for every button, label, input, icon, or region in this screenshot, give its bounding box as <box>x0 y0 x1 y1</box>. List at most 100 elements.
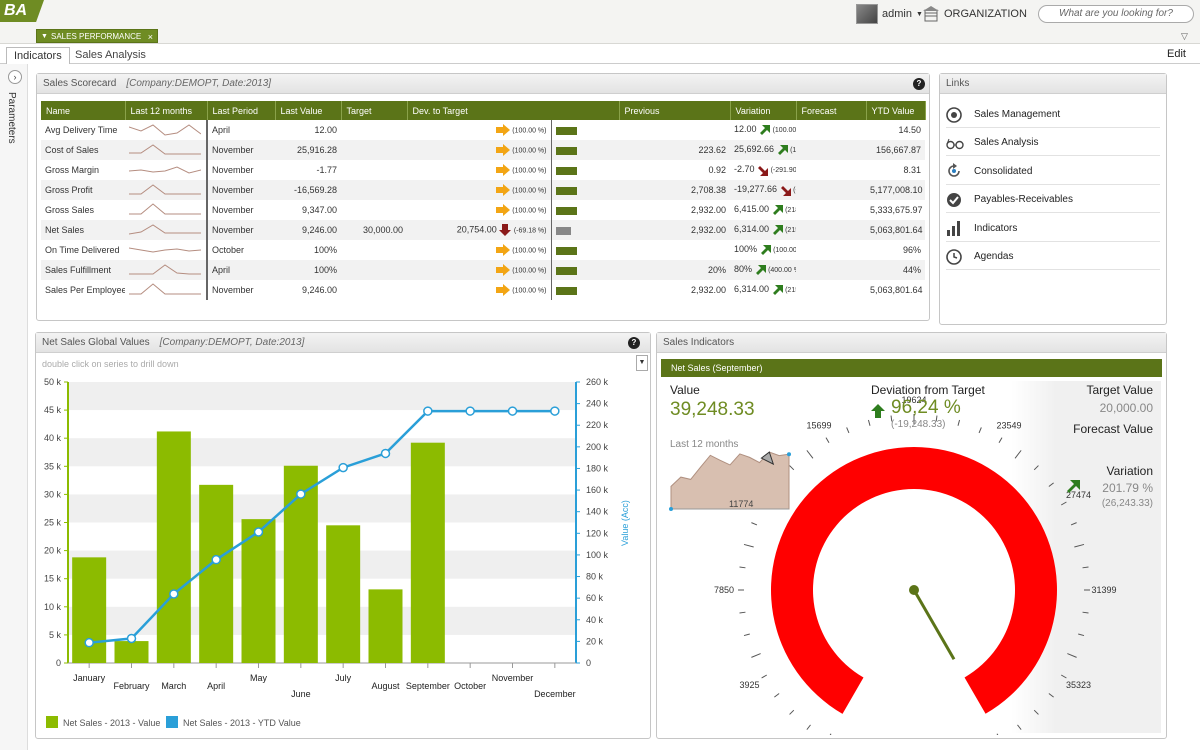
ytd-point[interactable] <box>550 406 560 416</box>
row-sparkline <box>125 220 208 240</box>
right-tick-label: 100 k <box>586 550 609 560</box>
bar-march[interactable] <box>156 431 191 663</box>
column-header[interactable]: Previous <box>619 101 731 120</box>
column-header[interactable]: Variation <box>730 101 797 120</box>
legend-label[interactable]: Net Sales - 2013 - Value <box>63 718 160 728</box>
row-last-period: November <box>207 140 275 160</box>
link-consolidated[interactable]: Consolidated <box>946 159 1160 185</box>
legend-label[interactable]: Net Sales - 2013 - YTD Value <box>183 718 301 728</box>
bar-august[interactable] <box>368 589 403 663</box>
clock-icon <box>946 248 964 265</box>
ytd-point[interactable] <box>380 448 391 459</box>
column-header[interactable]: Last Value <box>275 101 342 120</box>
arrow-down-right-icon <box>780 185 791 196</box>
row-name: Gross Sales <box>45 205 95 215</box>
bar-april[interactable] <box>199 484 234 663</box>
ytd-point[interactable] <box>253 527 264 537</box>
ytd-line[interactable] <box>89 409 555 644</box>
x-tick-label: April <box>207 681 225 691</box>
right-tick-label: 0 <box>586 658 591 668</box>
edit-button[interactable]: Edit <box>1167 48 1186 60</box>
ytd-point[interactable] <box>126 633 137 644</box>
column-header[interactable]: Dev. to Target <box>407 101 620 120</box>
chevron-right-icon[interactable]: › <box>8 70 22 84</box>
organization-button[interactable]: ORGANIZATION <box>922 6 1027 22</box>
net-sales-chart[interactable]: 0 5 k 10 k 15 k 20 k 25 k 30 k 35 k 40 k 45 k 50 k… <box>36 373 650 738</box>
link-agendas[interactable]: Agendas <box>946 244 1160 270</box>
parameters-label[interactable]: Parameters <box>6 92 17 144</box>
link-payables-receivables[interactable]: Payables-Receivables <box>946 187 1160 214</box>
ytd-point[interactable] <box>465 406 475 416</box>
bar-july[interactable] <box>326 525 361 663</box>
link-sales-analysis[interactable]: Sales Analysis <box>946 130 1160 157</box>
table-row[interactable]: On Time Delivered October 100% (100.00 %) 1… <box>41 240 925 260</box>
table-row[interactable]: Cost of Sales November 25,916.28 (100.00 %… <box>41 140 926 160</box>
tab-indicators[interactable]: Indicators <box>6 47 70 64</box>
table-row[interactable]: Gross Margin November -1.77 (100.00 %) 0.92… <box>41 160 925 180</box>
sales-scorecard-panel: Sales Scorecard [Company:DEMOPT, Date:201… <box>36 73 930 321</box>
table-row[interactable]: Avg Delivery Time April 12.00 (100.00 %) 12… <box>41 120 925 140</box>
ytd-point[interactable] <box>423 406 433 416</box>
table-row[interactable]: Gross Sales November 9,347.00 (100.00 %) 2,… <box>41 200 925 220</box>
column-header[interactable]: Last 12 months <box>125 101 208 120</box>
right-tick-label: 140 k <box>586 507 609 517</box>
ytd-point[interactable] <box>211 554 221 565</box>
column-header[interactable]: Target <box>341 101 408 120</box>
search-input[interactable]: What are you looking for? <box>1038 5 1194 23</box>
row-target <box>341 280 407 300</box>
organization-label: ORGANIZATION <box>944 8 1027 20</box>
row-forecast <box>796 280 866 300</box>
column-header[interactable]: Name <box>41 101 126 120</box>
help-icon[interactable]: ? <box>628 337 640 349</box>
link-sales-management[interactable]: Sales Management <box>946 102 1160 128</box>
row-deviation-bar <box>550 220 620 240</box>
bar-february[interactable] <box>114 641 149 663</box>
deviation-label: Deviation from Target <box>871 383 985 397</box>
row-forecast <box>796 180 867 200</box>
left-tick-label: 15 k <box>44 574 62 584</box>
row-deviation-pct: (100.00 %) <box>512 127 547 135</box>
row-previous: 20% <box>619 260 731 280</box>
help-icon[interactable]: ? <box>913 78 925 90</box>
tab-menu-icon[interactable]: ▼ <box>41 33 48 40</box>
ytd-point[interactable] <box>169 589 179 599</box>
ytd-point[interactable] <box>507 406 518 416</box>
row-last-value: 9,246.00 <box>275 220 341 240</box>
row-name: Gross Profit <box>41 180 125 200</box>
document-tab[interactable]: ▼ SALES PERFORMANCE × <box>36 29 158 43</box>
row-last-value: 100% <box>275 260 341 280</box>
link-indicators[interactable]: Indicators <box>946 216 1160 242</box>
table-row[interactable]: Net Sales November 9,246.00 30,000.00 20,754… <box>41 220 926 240</box>
left-tick-label: 5 k <box>49 630 62 640</box>
x-tick-label: July <box>335 673 352 683</box>
column-header[interactable]: Forecast <box>796 101 867 120</box>
ytd-point[interactable] <box>296 489 306 499</box>
column-header[interactable]: YTD Value <box>866 101 926 120</box>
table-row[interactable]: Gross Profit November -16,569.28 (100.00 %… <box>41 180 926 200</box>
x-tick-label: December <box>534 689 576 699</box>
panel-header: Sales Scorecard [Company:DEMOPT, Date:201… <box>37 74 929 94</box>
row-sparkline <box>125 140 208 160</box>
document-tab-label: SALES PERFORMANCE <box>51 32 142 41</box>
ytd-point[interactable] <box>84 637 94 648</box>
collapse-icon[interactable]: ▽ <box>1181 31 1188 41</box>
indicator-body: 3925 7850 11774 15699 19624 23549 27474 31399 35… <box>661 377 1162 735</box>
row-last-period: October <box>212 245 245 255</box>
user-menu[interactable]: admin ▼ <box>856 4 923 24</box>
row-variation-pct: (215.35 %) <box>785 287 796 295</box>
variation-amount: (26,243.33) <box>1101 498 1153 509</box>
ytd-point[interactable] <box>338 462 348 473</box>
row-ytd: 96% <box>903 245 922 255</box>
chart-options-dropdown[interactable]: ▼ <box>636 355 648 371</box>
tab-sales-analysis[interactable]: Sales Analysis <box>75 49 146 61</box>
table-row[interactable]: Sales Per Employee November 9,246.00 (100.… <box>41 280 925 300</box>
x-tick-label: November <box>492 673 534 683</box>
row-ytd: 5,063,801.64 <box>866 220 926 240</box>
row-name: Sales Per Employee <box>45 285 125 295</box>
table-row[interactable]: Sales Fulfillment April 100% (100.00 %) 20%… <box>41 260 926 280</box>
bar-may[interactable] <box>241 519 276 663</box>
left-tick-label: 45 k <box>44 405 62 415</box>
column-header[interactable]: Last Period <box>207 101 276 120</box>
close-icon[interactable]: × <box>147 32 153 42</box>
bar-september[interactable] <box>410 442 445 663</box>
